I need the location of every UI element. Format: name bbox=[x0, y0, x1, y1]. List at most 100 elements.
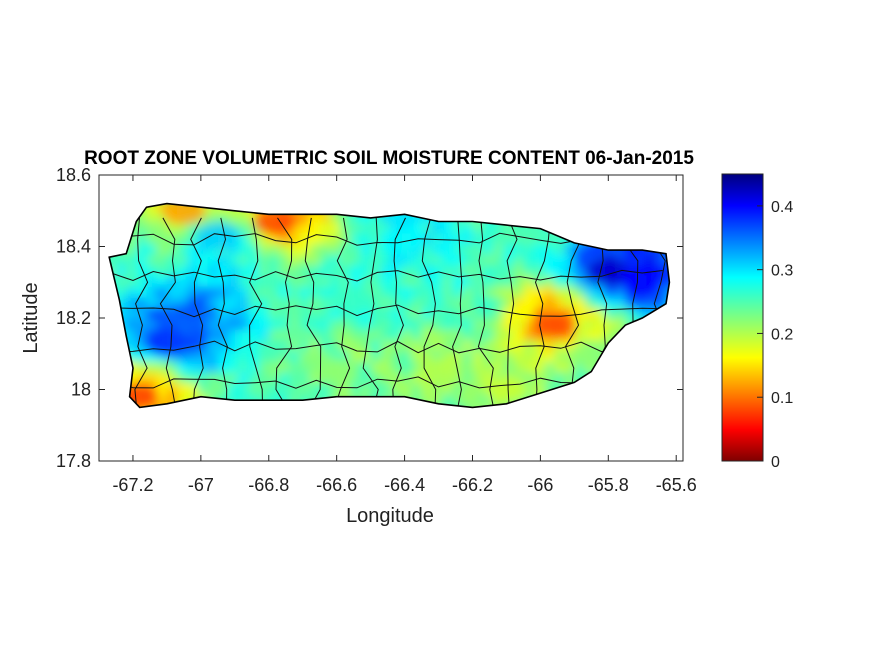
heatmap-cell bbox=[584, 242, 596, 255]
heatmap-cell bbox=[268, 318, 280, 330]
heatmap-cell bbox=[187, 242, 199, 255]
heatmap-cell bbox=[279, 307, 291, 319]
heatmap-cell bbox=[655, 285, 667, 298]
x-tick-label: -66 bbox=[527, 475, 553, 495]
heatmap-cell bbox=[258, 393, 270, 405]
heatmap-cell bbox=[564, 242, 576, 255]
heatmap-cell bbox=[472, 403, 484, 408]
heatmap-cell bbox=[452, 382, 464, 394]
heatmap-cell bbox=[309, 221, 321, 234]
heatmap-cell bbox=[289, 360, 301, 373]
heatmap-cell bbox=[564, 371, 576, 384]
heatmap-cell bbox=[421, 307, 433, 319]
heatmap-cell bbox=[360, 264, 372, 277]
heatmap-cell bbox=[136, 339, 148, 352]
heatmap-cell bbox=[482, 285, 494, 298]
heatmap-cell bbox=[452, 285, 464, 298]
heatmap-cell bbox=[217, 296, 229, 309]
heatmap-cell bbox=[401, 210, 413, 223]
heatmap-cell bbox=[533, 264, 545, 277]
heatmap-cell bbox=[289, 350, 301, 362]
x-tick-label: -66.2 bbox=[452, 475, 493, 495]
heatmap-cell bbox=[452, 242, 464, 255]
heatmap-cell bbox=[146, 221, 158, 234]
heatmap-cell bbox=[492, 339, 505, 352]
heatmap-cell bbox=[574, 285, 586, 298]
heatmap-cell bbox=[238, 285, 250, 298]
heatmap-cell bbox=[136, 221, 148, 234]
heatmap-cell bbox=[401, 253, 413, 266]
heatmap-cell bbox=[228, 360, 240, 373]
island-outline bbox=[108, 202, 671, 409]
heatmap-cell bbox=[543, 253, 555, 266]
heatmap-cell bbox=[472, 296, 484, 309]
heatmap-cell bbox=[482, 232, 494, 244]
colorbar-ticks: 0 0.1 0.2 0.3 0.4 bbox=[757, 199, 793, 471]
heatmap-cell bbox=[482, 253, 494, 266]
heatmap-cell bbox=[462, 382, 474, 394]
heatmap-cell bbox=[156, 275, 168, 287]
heatmap-cell bbox=[604, 328, 617, 341]
heatmap-cell bbox=[207, 275, 219, 287]
heatmap-cell bbox=[289, 264, 301, 277]
heatmap-cell bbox=[421, 350, 433, 362]
heatmap-cell bbox=[431, 253, 443, 266]
heatmap-cell bbox=[391, 296, 403, 309]
heatmap-cell bbox=[472, 371, 484, 384]
heatmap-cell bbox=[421, 264, 433, 277]
heatmap-cell bbox=[431, 296, 443, 309]
heatmap-cell bbox=[146, 285, 158, 298]
heatmap-cell bbox=[268, 242, 280, 255]
heatmap-cell bbox=[289, 296, 301, 309]
heatmap-cell bbox=[187, 285, 199, 298]
heatmap-cell bbox=[370, 318, 382, 330]
heatmap-cell bbox=[482, 275, 494, 287]
colorbar-tick-label: 0.3 bbox=[771, 263, 793, 280]
heatmap-cell bbox=[340, 242, 352, 255]
heatmap-cell bbox=[513, 253, 525, 266]
heatmap-cell bbox=[370, 307, 382, 319]
heatmap-cell bbox=[492, 232, 505, 244]
heatmap-cell bbox=[126, 339, 138, 352]
heatmap-cell bbox=[370, 328, 382, 341]
x-tick-label: -67.2 bbox=[112, 475, 153, 495]
heatmap-cell bbox=[421, 253, 433, 266]
heatmap-cell bbox=[574, 296, 586, 309]
heatmap-cell bbox=[126, 296, 138, 309]
heatmap-cell bbox=[391, 371, 403, 384]
heatmap-cell bbox=[492, 318, 505, 330]
heatmap-cell bbox=[401, 339, 413, 352]
heatmap-cell bbox=[146, 242, 158, 255]
heatmap-cell bbox=[370, 221, 382, 234]
heatmap-cell bbox=[187, 371, 199, 384]
heatmap-cell bbox=[584, 253, 596, 266]
heatmap-cell bbox=[421, 339, 433, 352]
heatmap-cell bbox=[258, 242, 270, 255]
heatmap-cell bbox=[513, 371, 525, 384]
chart-title: ROOT ZONE VOLUMETRIC SOIL MOISTURE CONTE… bbox=[84, 148, 694, 169]
heatmap-cell bbox=[523, 307, 535, 319]
moisture-feature bbox=[416, 357, 461, 386]
heatmap-cell bbox=[187, 221, 199, 234]
heatmap-cell bbox=[574, 264, 586, 277]
x-axis-label: Longitude bbox=[346, 505, 434, 527]
heatmap-cell bbox=[319, 275, 331, 287]
heatmap-cell bbox=[452, 318, 464, 330]
heatmap-cell bbox=[319, 253, 331, 266]
heatmap-cell bbox=[554, 296, 566, 309]
heatmap-cell bbox=[523, 253, 535, 266]
heatmap-cell bbox=[635, 296, 647, 309]
x-tick-label: -65.8 bbox=[588, 475, 629, 495]
heatmap-cell bbox=[166, 264, 179, 277]
heatmap-cell bbox=[431, 382, 443, 394]
heatmap-cell bbox=[523, 360, 535, 373]
heatmap-cell bbox=[207, 253, 219, 266]
heatmap-cell bbox=[482, 307, 494, 319]
heatmap-cell bbox=[370, 382, 382, 394]
heatmap-cell bbox=[309, 232, 321, 244]
heatmap-cell bbox=[421, 296, 433, 309]
moisture-feature bbox=[144, 329, 189, 357]
heatmap-cell bbox=[584, 285, 596, 298]
heatmap-cell bbox=[238, 275, 250, 287]
heatmap-cell bbox=[207, 264, 219, 277]
